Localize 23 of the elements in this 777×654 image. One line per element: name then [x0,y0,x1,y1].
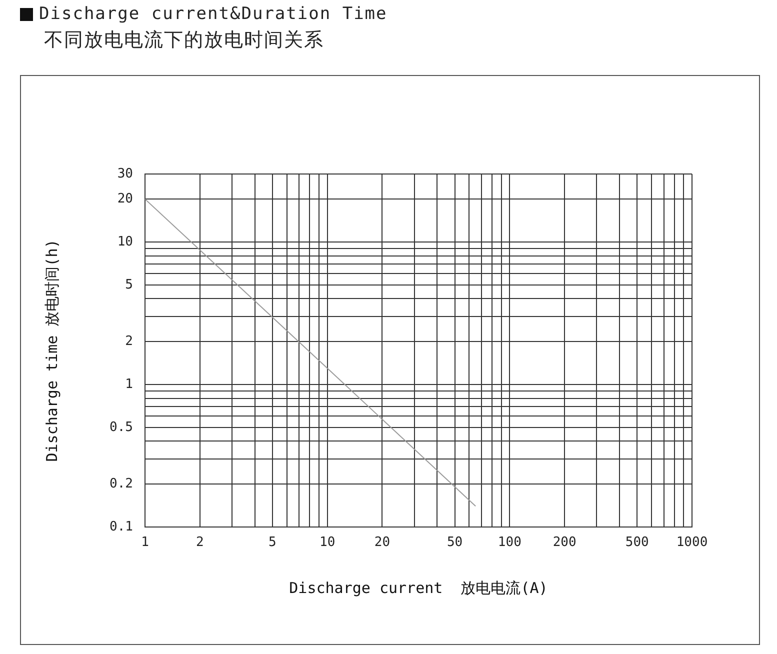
x-tick-label: 500 [625,535,649,550]
chart-subtitle: 不同放电电流下的放电时间关系 [44,28,325,53]
y-tick-label: 0.5 [110,420,133,435]
x-tick-label: 1000 [676,535,708,550]
y-tick-label: 10 [117,234,133,250]
x-axis-title: Discharge current 放电电流(A) [289,578,548,597]
x-tick-label: 100 [498,535,522,550]
y-tick-label: 1 [125,376,133,392]
y-axis-title: Discharge time 放电时间(h) [42,239,61,462]
x-tick-label: 10 [320,535,336,550]
x-tick-label: 5 [268,535,276,550]
y-tick-label: 2 [125,334,133,349]
y-tick-label: 0.1 [110,519,133,534]
x-tick-label: 2 [196,535,204,550]
x-tick-label: 20 [374,535,390,550]
x-tick-label: 50 [446,535,463,550]
y-tick-label: 5 [125,277,133,292]
x-tick-label: 1 [141,535,149,550]
y-tick-label: 0.2 [110,476,133,492]
chart-title: Discharge current&Duration Time [39,4,388,24]
x-tick-label: 200 [552,535,576,550]
y-tick-label: 30 [117,166,133,182]
y-tick-label: 20 [117,191,133,206]
